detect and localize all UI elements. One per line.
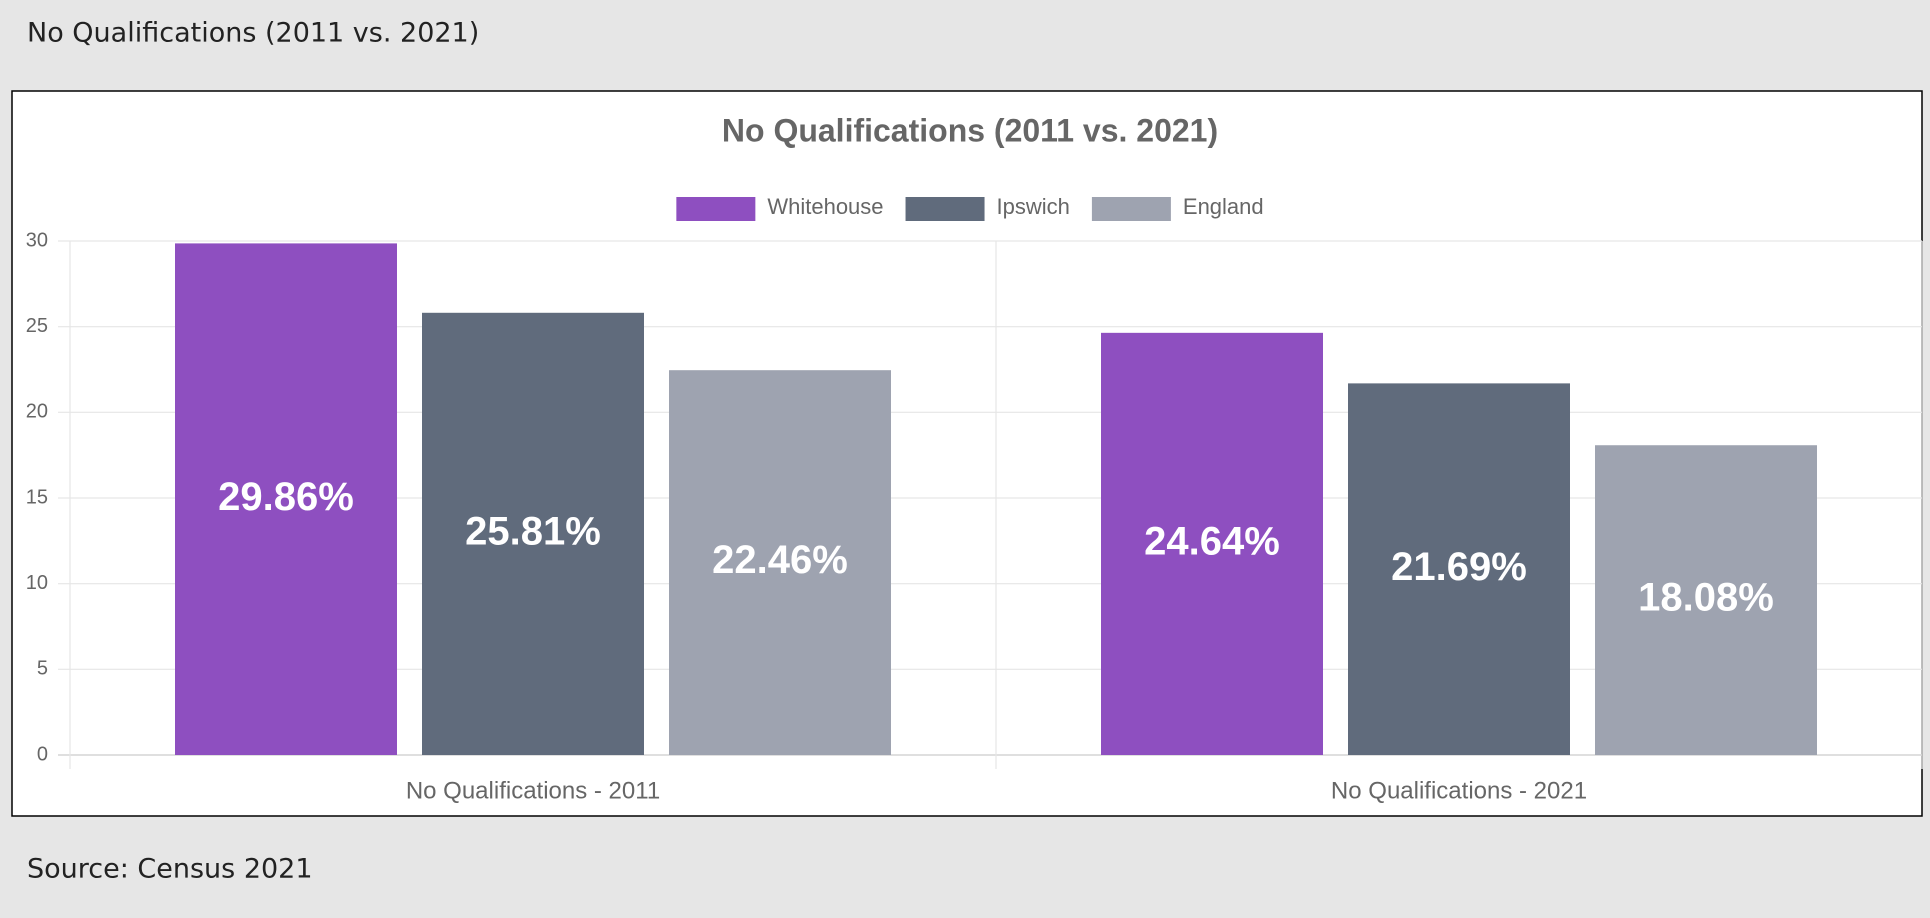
y-tick-label: 15 bbox=[26, 486, 48, 508]
y-tick-label: 10 bbox=[26, 572, 48, 594]
legend-label: England bbox=[1183, 194, 1264, 219]
value-label: 24.64% bbox=[1144, 519, 1280, 563]
bar bbox=[1595, 445, 1817, 755]
y-tick-label: 5 bbox=[37, 658, 48, 680]
bar bbox=[669, 370, 891, 755]
y-tick-label: 20 bbox=[26, 401, 48, 423]
x-tick-label: No Qualifications - 2021 bbox=[1331, 777, 1587, 804]
value-label: 22.46% bbox=[712, 538, 848, 582]
value-label: 29.86% bbox=[218, 475, 354, 519]
x-tick-label: No Qualifications - 2011 bbox=[406, 777, 660, 804]
value-label: 18.08% bbox=[1638, 576, 1774, 620]
legend-swatch bbox=[676, 197, 756, 221]
bar bbox=[1101, 332, 1323, 755]
footer-source: Source: Census 2021 bbox=[27, 854, 313, 885]
legend-swatch bbox=[905, 197, 985, 221]
legend-label: Ipswich bbox=[997, 194, 1070, 219]
legend-label: Whitehouse bbox=[767, 194, 883, 219]
chart-title: No Qualifications (2011 vs. 2021) bbox=[722, 112, 1218, 148]
y-tick-label: 30 bbox=[26, 229, 48, 251]
y-tick-label: 0 bbox=[37, 743, 48, 765]
value-label: 25.81% bbox=[465, 509, 601, 553]
legend-swatch bbox=[1091, 197, 1171, 221]
header-title: No Qualifications (2011 vs. 2021) bbox=[27, 18, 479, 49]
bar bbox=[422, 312, 644, 755]
y-tick-label: 25 bbox=[26, 315, 48, 337]
value-label: 21.69% bbox=[1391, 545, 1527, 589]
bar bbox=[1348, 383, 1570, 755]
bar bbox=[175, 243, 397, 755]
